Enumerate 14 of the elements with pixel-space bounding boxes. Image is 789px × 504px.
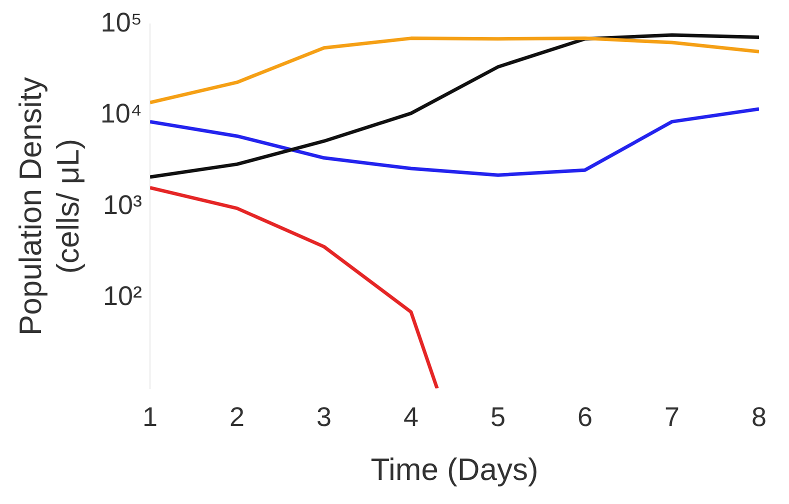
x-tick-label: 7: [664, 402, 680, 432]
y-axis-title: Population Density (cells/ μL): [13, 76, 86, 336]
x-axis-title: Time (Days): [370, 452, 538, 487]
x-tick-label: 3: [316, 402, 332, 432]
x-tick-label: 1: [142, 402, 158, 432]
y-tick-label: 10³: [103, 190, 142, 220]
y-tick-label: 10²: [103, 280, 142, 311]
x-tick-label: 2: [230, 402, 245, 432]
y-tick-label: 10⁵: [100, 8, 142, 38]
x-tick-label: 8: [751, 402, 767, 432]
y-tick-label: 10⁴: [100, 98, 142, 129]
x-tick-label: 4: [404, 402, 419, 432]
x-tick-label: 6: [577, 402, 593, 432]
x-tick-label: 5: [490, 402, 506, 432]
